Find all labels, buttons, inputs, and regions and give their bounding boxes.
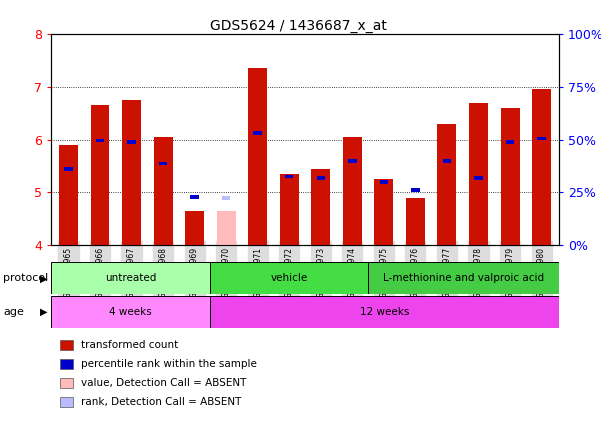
Bar [59,145,78,245]
Bar [280,174,299,245]
Bar [91,105,109,245]
Bar [317,176,325,179]
Text: ▶: ▶ [40,307,47,317]
Bar [51,262,210,294]
Bar [311,169,330,245]
Bar [474,176,483,179]
Bar [348,159,356,162]
Bar [469,103,488,245]
Bar [254,132,262,135]
Text: 12 weeks: 12 weeks [359,307,409,317]
Text: 4 weeks: 4 weeks [109,307,152,317]
Bar [210,262,368,294]
Bar [217,211,236,245]
Bar [537,137,546,140]
Bar [438,124,456,245]
Bar [159,162,167,165]
Bar [343,137,362,245]
Bar [96,139,104,143]
Text: untreated: untreated [105,273,156,283]
Bar [506,140,514,144]
Text: vehicle: vehicle [270,273,308,283]
Bar [374,179,393,245]
Text: percentile rank within the sample: percentile rank within the sample [81,359,257,369]
Text: L-methionine and valproic acid: L-methionine and valproic acid [383,273,545,283]
Bar [368,262,559,294]
Bar [122,100,141,245]
Bar [191,195,199,198]
Bar [406,198,425,245]
Bar [64,167,73,170]
Bar [411,188,419,192]
Bar [51,296,210,328]
Bar [185,211,204,245]
Bar [285,175,293,179]
Bar [127,140,136,144]
Text: protocol: protocol [3,273,48,283]
Bar [501,108,519,245]
Text: age: age [3,307,24,317]
Text: transformed count: transformed count [81,340,178,350]
Bar [443,159,451,162]
Text: value, Detection Call = ABSENT: value, Detection Call = ABSENT [81,378,246,388]
Bar [248,68,267,245]
Bar [532,89,551,245]
Bar [210,296,559,328]
Text: ▶: ▶ [40,273,47,283]
Bar [222,196,230,200]
Bar [154,137,172,245]
Bar [380,180,388,184]
Text: rank, Detection Call = ABSENT: rank, Detection Call = ABSENT [81,397,242,407]
Text: GDS5624 / 1436687_x_at: GDS5624 / 1436687_x_at [210,19,387,33]
